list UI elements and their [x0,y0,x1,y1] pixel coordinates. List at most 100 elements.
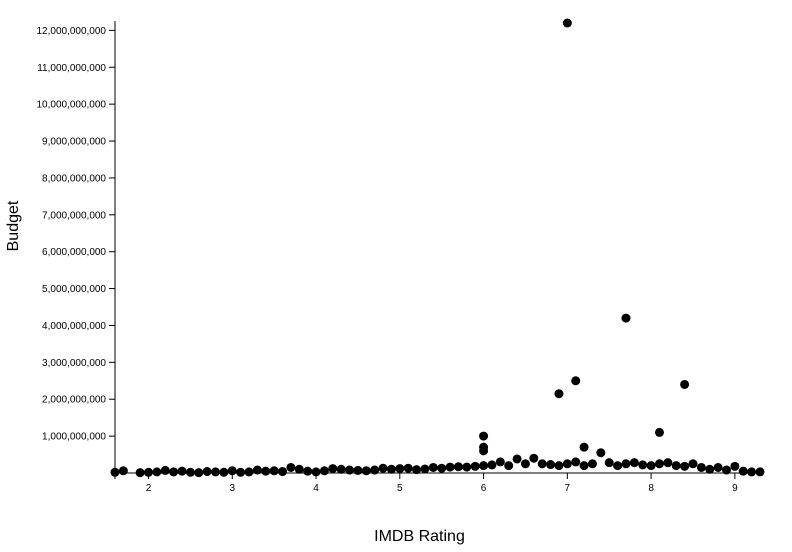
y-tick-label: 3,000,000,000 [42,358,106,369]
data-point [211,467,221,477]
data-point [420,464,430,474]
y-tick-label: 4,000,000,000 [42,321,106,332]
x-tick-label: 8 [648,483,654,494]
data-point [721,465,731,475]
data-point [278,467,288,477]
data-point [713,462,723,472]
y-tick-label: 2,000,000,000 [42,395,106,406]
data-point [412,465,422,475]
data-point [453,462,463,472]
data-point [512,454,522,464]
data-point [571,376,581,386]
data-point [546,460,556,470]
data-point [437,463,447,473]
data-point [537,459,547,469]
data-point [386,464,396,474]
data-point [252,465,262,475]
y-ticks: 1,000,000,000 2,000,000,000 3,000,000,000 4… [36,26,115,443]
data-point [571,457,581,467]
y-tick-label: 8,000,000,000 [42,173,106,184]
data-point [663,458,673,468]
y-tick-label: 5,000,000,000 [42,284,106,295]
data-point [738,466,748,476]
y-tick-label: 12,000,000,000 [36,26,106,37]
data-point [562,459,572,469]
data-point [621,313,631,323]
y-tick-label: 9,000,000,000 [42,137,106,148]
data-point [520,459,530,469]
data-point [328,464,338,474]
data-point [462,462,472,472]
data-point [269,466,279,476]
data-point [194,468,204,478]
data-point [554,389,564,399]
data-point [353,465,363,475]
y-tick-label: 10,000,000,000 [36,100,106,111]
data-point [487,460,497,470]
data-point [638,460,648,470]
data-point [169,467,179,477]
x-ticks: 2 3 4 5 6 7 8 9 [114,473,738,494]
data-point [135,468,145,478]
data-point [202,467,212,477]
data-point [152,467,162,477]
data-point [646,461,656,471]
data-point [227,466,237,476]
data-point [286,462,296,472]
data-point [185,467,195,477]
data-point [654,459,664,469]
data-points [110,18,765,478]
x-tick-label: 5 [397,483,403,494]
data-point [654,427,664,437]
data-point [596,448,606,458]
data-point [562,18,572,28]
y-tick-label: 1,000,000,000 [42,432,106,443]
data-point [336,464,346,474]
data-point [554,461,564,471]
data-point [621,459,631,469]
data-point [579,442,589,452]
data-point [445,462,455,472]
data-point [579,461,589,471]
data-point [495,457,505,467]
data-point [370,465,380,475]
data-point [236,467,246,477]
data-point [428,462,438,472]
data-point [479,431,489,441]
data-point [730,461,740,471]
data-point [705,464,715,474]
data-point [680,461,690,471]
data-point [755,467,765,477]
data-point [294,464,304,474]
y-tick-label: 11,000,000,000 [37,63,106,74]
x-axis: 2 3 4 5 6 7 8 9 [114,472,760,494]
data-point [219,467,229,477]
data-point [613,461,623,471]
data-point [747,467,757,477]
y-tick-label: 6,000,000,000 [42,247,106,258]
data-point [604,458,614,468]
y-axis: 1,000,000,000 2,000,000,000 3,000,000,000 4… [36,21,116,473]
data-point [244,467,254,477]
data-point [587,459,597,469]
data-point [345,465,355,475]
data-point [319,466,329,476]
data-point [529,453,539,463]
data-point [177,466,187,476]
x-tick-label: 9 [732,483,738,494]
data-point [688,459,698,469]
data-point [110,467,120,477]
data-point [303,466,313,476]
x-tick-label: 6 [481,483,487,494]
data-point [470,461,480,471]
data-point [395,464,405,474]
data-point [479,442,489,452]
data-point [671,461,681,471]
data-point [629,458,639,468]
data-point [479,461,489,471]
x-tick-label: 4 [313,483,319,494]
data-point [261,466,271,476]
x-tick-label: 3 [229,483,235,494]
data-point [160,465,170,475]
